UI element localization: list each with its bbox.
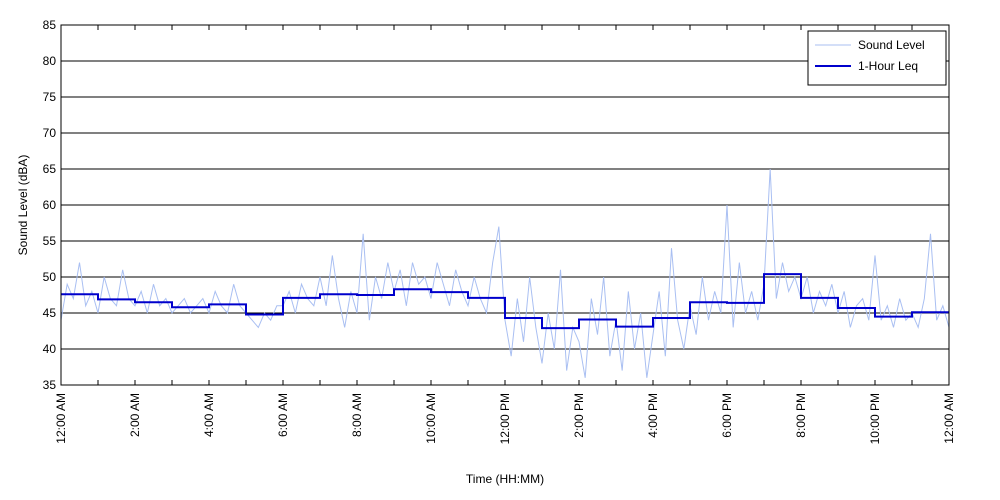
x-tick-label: 8:00 AM [350, 393, 364, 437]
x-tick-label: 12:00 AM [54, 393, 68, 444]
y-tick-label: 85 [43, 18, 57, 32]
x-tick-label: 4:00 PM [646, 393, 660, 438]
y-tick-label: 75 [43, 90, 57, 104]
legend-box [807, 30, 947, 86]
y-tick-label: 65 [43, 162, 57, 176]
x-tick-label: 8:00 PM [794, 393, 808, 438]
x-tick-label: 2:00 PM [572, 393, 586, 438]
y-tick-label: 45 [43, 306, 57, 320]
y-tick-label: 80 [43, 54, 57, 68]
x-tick-label: 6:00 AM [276, 393, 290, 437]
y-axis-label: Sound Level (dBA) [16, 155, 30, 256]
plot-frame [60, 24, 950, 386]
x-tick-label: 10:00 PM [868, 393, 882, 444]
x-tick-label: 12:00 PM [498, 393, 512, 444]
legend-label: Sound Level [858, 38, 925, 52]
y-tick-label: 40 [43, 342, 57, 356]
y-tick-label: 35 [43, 378, 57, 392]
y-tick-label: 60 [43, 198, 57, 212]
x-tick-label: 12:00 AM [942, 393, 956, 444]
x-tick-label: 2:00 AM [128, 393, 142, 437]
x-tick-label: 4:00 AM [202, 393, 216, 437]
x-tick-label: 10:00 AM [424, 393, 438, 444]
y-tick-label: 50 [43, 270, 57, 284]
legend-label: 1-Hour Leq [858, 59, 918, 73]
y-tick-label: 70 [43, 126, 57, 140]
y-tick-label: 55 [43, 234, 57, 248]
series-line [61, 273, 949, 330]
x-tick-label: 6:00 PM [720, 393, 734, 438]
x-axis-label: Time (HH:MM) [466, 472, 544, 486]
